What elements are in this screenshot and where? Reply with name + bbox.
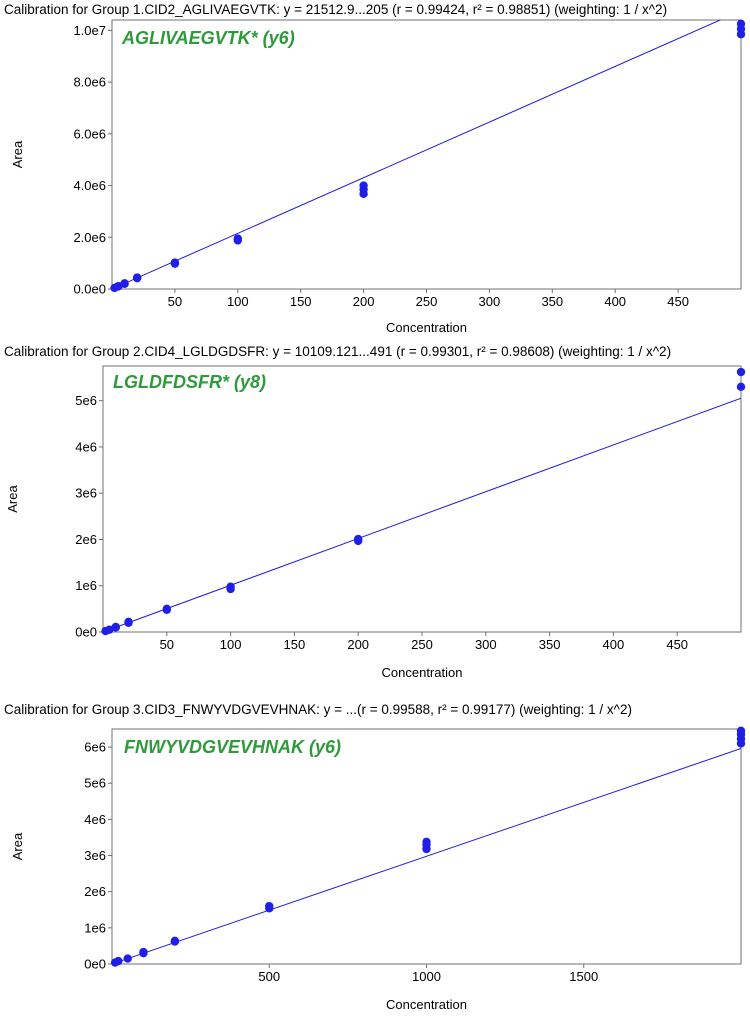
- calibration-panel-2: Calibration for Group 2.CID4_LGLDGDSFR: …: [0, 340, 750, 690]
- y-axis-label: Area: [10, 832, 25, 860]
- data-point: [736, 367, 746, 377]
- x-tick-label: 150: [284, 637, 306, 652]
- data-point: [736, 382, 746, 392]
- y-tick-label: 4.0e6: [73, 178, 106, 193]
- data-point: [120, 279, 129, 288]
- plot-content: [103, 397, 741, 632]
- calibration-chart-2: Calibration for Group 2.CID4_LGLDGDSFR: …: [4, 344, 746, 680]
- x-tick-label: 100: [227, 294, 249, 309]
- y-tick-label: 5e6: [75, 393, 97, 408]
- x-tick-label: 400: [603, 637, 625, 652]
- y-tick-label: 2e6: [75, 532, 97, 547]
- calibration-panel-1: Calibration for Group 1.CID2_AGLIVAEGVTK…: [0, 0, 750, 340]
- y-tick-label: 2e6: [84, 884, 106, 899]
- chart-title: Calibration for Group 2.CID4_LGLDGDSFR: …: [4, 344, 671, 359]
- x-tick-label: 50: [160, 637, 174, 652]
- x-tick-label: 200: [347, 637, 369, 652]
- y-axis-label: Area: [10, 140, 25, 168]
- data-point: [132, 273, 142, 282]
- regression-line: [112, 748, 741, 964]
- plot-area: [111, 19, 742, 290]
- calibration-chart-1: Calibration for Group 1.CID2_AGLIVAEGVTK…: [4, 2, 746, 335]
- x-tick-label: 500: [258, 969, 280, 984]
- calibration-panel-3: Calibration for Group 3.CID3_FNWYVDGVEVH…: [0, 690, 750, 1018]
- x-tick-label: 250: [416, 294, 438, 309]
- plot-area: [102, 365, 742, 633]
- x-tick-label: 250: [411, 637, 433, 652]
- y-tick-label: 6.0e6: [73, 126, 106, 141]
- data-point: [736, 726, 746, 736]
- data-point: [170, 258, 180, 267]
- y-axis-label: Area: [5, 485, 20, 513]
- plot-content: [112, 20, 722, 289]
- regression-line: [112, 20, 722, 289]
- y-tick-label: 0e0: [84, 957, 106, 972]
- data-point: [265, 901, 274, 911]
- y-tick-label: 0e0: [75, 625, 97, 640]
- x-tick-label: 150: [290, 294, 312, 309]
- x-tick-label: 300: [479, 294, 501, 309]
- y-tick-label: 4e6: [84, 812, 106, 827]
- peptide-label: AGLIVAEGVTK* (y6): [121, 28, 295, 48]
- data-point: [114, 956, 123, 966]
- y-tick-label: 5e6: [84, 776, 106, 791]
- x-tick-label: 200: [353, 294, 375, 309]
- x-tick-label: 400: [604, 294, 626, 309]
- x-axis-label: Concentration: [386, 320, 467, 335]
- x-tick-label: 350: [539, 637, 561, 652]
- x-tick-label: 100: [220, 637, 242, 652]
- data-point: [162, 604, 171, 614]
- y-tick-label: 6e6: [84, 740, 106, 755]
- x-tick-label: 1000: [412, 969, 441, 984]
- data-point: [422, 837, 431, 846]
- data-point: [233, 234, 242, 243]
- data-point: [354, 534, 363, 544]
- data-point: [736, 19, 746, 29]
- data-point: [124, 617, 133, 627]
- x-tick-label: 450: [667, 294, 689, 309]
- y-tick-label: 1e6: [75, 578, 97, 593]
- x-tick-label: 350: [541, 294, 563, 309]
- x-tick-label: 450: [666, 637, 688, 652]
- y-tick-label: 8.0e6: [73, 75, 106, 90]
- x-tick-label: 300: [475, 637, 497, 652]
- x-tick-label: 50: [168, 294, 182, 309]
- peptide-label: FNWYVDGVEVHNAK (y6): [124, 737, 341, 757]
- calibration-chart-3: Calibration for Group 3.CID3_FNWYVDGVEVH…: [4, 702, 746, 1012]
- y-tick-label: 0.0e0: [73, 282, 106, 297]
- data-point: [170, 936, 180, 946]
- chart-title: Calibration for Group 3.CID3_FNWYVDGVEVH…: [4, 702, 632, 717]
- y-tick-label: 3e6: [75, 486, 97, 501]
- y-tick-label: 3e6: [84, 848, 106, 863]
- regression-line: [103, 397, 741, 632]
- data-point: [359, 181, 368, 190]
- plot-content: [112, 748, 741, 964]
- y-tick-label: 4e6: [75, 439, 97, 454]
- peptide-label: LGLDFDSFR* (y8): [113, 372, 266, 392]
- data-point: [139, 947, 148, 957]
- data-point: [226, 582, 235, 591]
- y-tick-label: 2.0e6: [73, 230, 106, 245]
- x-tick-label: 1500: [569, 969, 598, 984]
- x-axis-label: Concentration: [386, 997, 467, 1012]
- y-tick-label: 1e6: [84, 920, 106, 935]
- x-axis-label: Concentration: [382, 665, 463, 680]
- data-point: [111, 622, 120, 632]
- y-tick-label: 1.0e7: [73, 23, 106, 38]
- chart-title: Calibration for Group 1.CID2_AGLIVAEGVTK…: [4, 2, 667, 17]
- data-point: [105, 625, 114, 634]
- data-point: [123, 954, 132, 963]
